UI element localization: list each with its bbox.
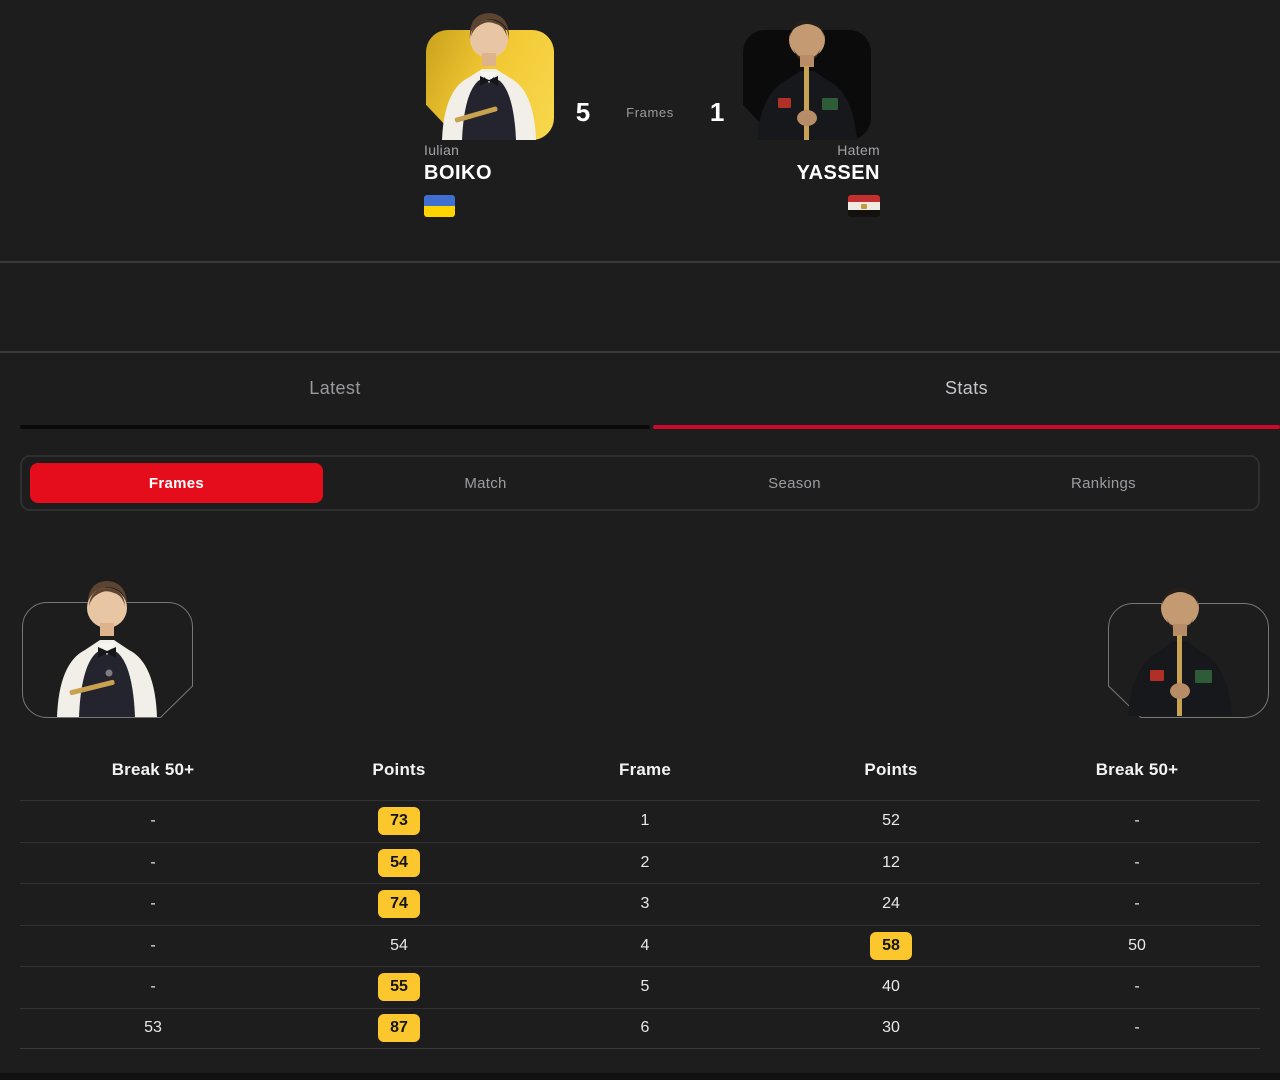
p1-break-cell: - xyxy=(150,978,156,996)
p2-break-cell: - xyxy=(1134,1019,1140,1037)
p1-break-cell: - xyxy=(150,895,156,913)
player-avatars-row xyxy=(0,511,1280,740)
p2-points-cell: 24 xyxy=(882,895,900,913)
frame-number-cell: 2 xyxy=(640,853,650,871)
tab-stats-active-underline xyxy=(653,425,1280,429)
score-label: Frames xyxy=(626,104,674,120)
winning-points-badge: 58 xyxy=(870,931,912,960)
col-p2-break: Break 50+ xyxy=(1095,760,1179,779)
subtab-match[interactable]: Match xyxy=(464,474,507,492)
winning-points-badge: 55 xyxy=(378,973,420,1002)
frames-table: Break 50+ Points Frame Points Break 50+ … xyxy=(20,740,1260,1049)
p2-break-cell: - xyxy=(1134,812,1140,830)
p1-break-cell: 53 xyxy=(144,1019,162,1037)
player1-card xyxy=(426,30,554,140)
col-p1-break: Break 50+ xyxy=(111,760,195,779)
egypt-flag-icon xyxy=(848,195,880,217)
frame-number-cell: 6 xyxy=(640,1019,650,1037)
col-frame: Frame xyxy=(618,760,672,779)
tab-latest-underline xyxy=(20,425,650,429)
frame-number-cell: 1 xyxy=(640,812,650,830)
table-row: - 74 3 24 - xyxy=(20,883,1260,925)
player1-avatar-frame xyxy=(22,602,193,718)
p2-points-cell: 52 xyxy=(882,812,900,830)
winning-points-badge: 73 xyxy=(378,807,420,836)
p1-break-cell: - xyxy=(150,853,156,871)
ukraine-flag-icon xyxy=(424,195,455,217)
player1-first-name: Iulian xyxy=(424,142,460,158)
table-row: - 73 1 52 - xyxy=(20,800,1260,842)
player1-last-name: BOIKO xyxy=(424,162,493,184)
main-tabs: Latest Stats xyxy=(0,352,1280,432)
player1-meta: Iulian BOIKO xyxy=(424,142,492,222)
p2-points-cell: 30 xyxy=(882,1019,900,1037)
p2-points-cell: 58 xyxy=(768,931,1014,960)
tab-stats[interactable]: Stats xyxy=(944,378,989,398)
player2-card xyxy=(743,30,871,140)
p1-points-cell: 74 xyxy=(276,890,522,919)
section-divider xyxy=(0,261,1280,263)
col-p1-points: Points xyxy=(372,760,426,779)
section-divider xyxy=(0,351,1280,353)
p1-points-cell: 87 xyxy=(276,1014,522,1043)
p1-points-cell: 73 xyxy=(276,807,522,836)
tab-latest[interactable]: Latest xyxy=(309,378,361,398)
p1-break-cell: - xyxy=(150,812,156,830)
p1-points-cell: 55 xyxy=(276,973,522,1002)
p2-break-cell: - xyxy=(1134,853,1140,871)
player2-score: 1 xyxy=(709,96,725,127)
subtab-season[interactable]: Season xyxy=(768,474,821,492)
subtab-rankings[interactable]: Rankings xyxy=(1071,474,1136,492)
frame-number-cell: 4 xyxy=(640,936,650,954)
winning-points-badge: 54 xyxy=(378,848,420,877)
col-p2-points: Points xyxy=(864,760,918,779)
p2-break-cell: - xyxy=(1134,895,1140,913)
bottom-strip xyxy=(0,1073,1280,1080)
player2-meta: Hatem YASSEN xyxy=(797,142,880,222)
subtab-frames-active-pill[interactable]: Frames xyxy=(30,463,323,503)
frame-number-cell: 5 xyxy=(640,978,650,996)
frames-table-header: Break 50+ Points Frame Points Break 50+ xyxy=(20,740,1260,800)
p1-points-cell: 54 xyxy=(276,848,522,877)
table-row: - 54 4 58 50 xyxy=(20,924,1260,967)
p2-break-cell: - xyxy=(1134,978,1140,996)
match-score: 5 Frames 1 xyxy=(540,96,760,128)
winning-points-badge: 74 xyxy=(378,890,420,919)
p2-points-cell: 12 xyxy=(882,853,900,871)
p1-points-cell: 54 xyxy=(390,936,408,954)
player2-avatar-frame xyxy=(1108,603,1269,718)
table-row: 53 87 6 30 - xyxy=(20,1007,1260,1049)
p2-points-cell: 40 xyxy=(882,978,900,996)
table-row: - 55 5 40 - xyxy=(20,966,1260,1008)
subtab-frames[interactable]: Frames xyxy=(22,457,331,509)
winning-points-badge: 87 xyxy=(378,1014,420,1043)
p2-break-cell: 50 xyxy=(1128,936,1146,954)
p1-break-cell: - xyxy=(150,936,156,954)
player1-score: 5 xyxy=(575,96,591,127)
table-row: - 54 2 12 - xyxy=(20,841,1260,884)
frame-number-cell: 3 xyxy=(640,895,650,913)
player2-first-name: Hatem xyxy=(837,142,880,158)
player2-last-name: YASSEN xyxy=(796,162,880,184)
stats-subtabs: Frames Match Season Rankings xyxy=(20,455,1260,511)
